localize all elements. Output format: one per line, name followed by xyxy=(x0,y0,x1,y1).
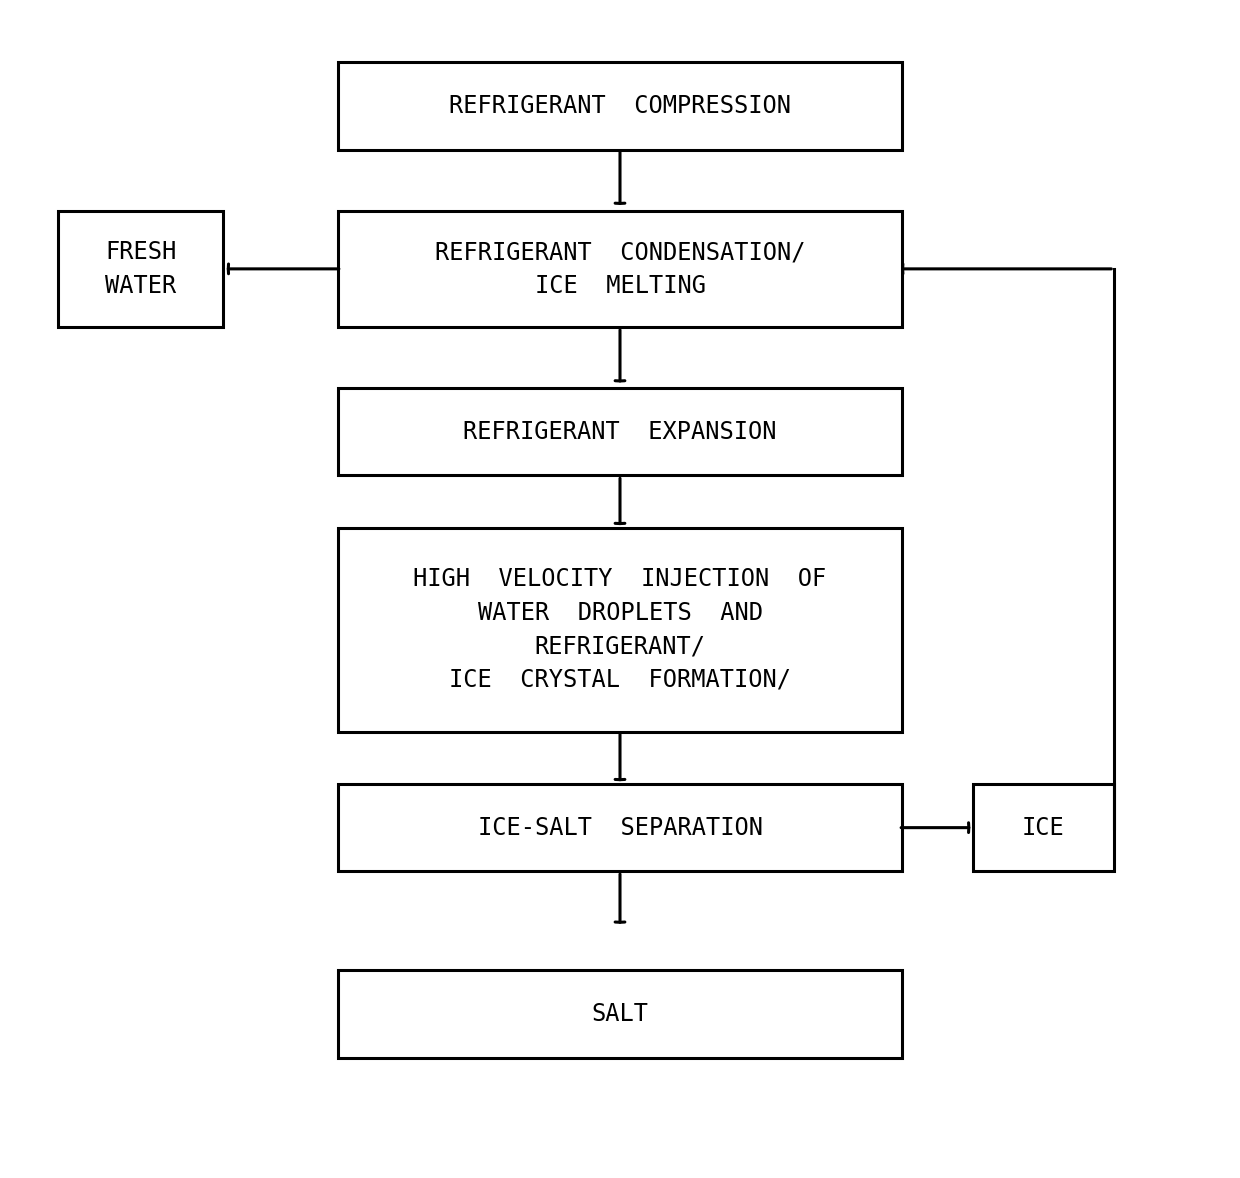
Text: REFRIGERANT  CONDENSATION/
ICE  MELTING: REFRIGERANT CONDENSATION/ ICE MELTING xyxy=(435,240,805,298)
Bar xyxy=(339,389,901,476)
Bar xyxy=(339,528,901,732)
Text: ICE: ICE xyxy=(1022,815,1064,840)
Text: HIGH  VELOCITY  INJECTION  OF
WATER  DROPLETS  AND
REFRIGERANT/
ICE  CRYSTAL  FO: HIGH VELOCITY INJECTION OF WATER DROPLET… xyxy=(413,568,827,691)
Bar xyxy=(972,785,1114,872)
Text: SALT: SALT xyxy=(591,1002,649,1026)
Bar xyxy=(339,971,901,1058)
Bar xyxy=(339,62,901,150)
Bar xyxy=(58,211,223,327)
Text: REFRIGERANT  EXPANSION: REFRIGERANT EXPANSION xyxy=(464,419,776,444)
Bar xyxy=(339,211,901,327)
Bar xyxy=(339,785,901,872)
Text: REFRIGERANT  COMPRESSION: REFRIGERANT COMPRESSION xyxy=(449,94,791,118)
Text: ICE-SALT  SEPARATION: ICE-SALT SEPARATION xyxy=(477,815,763,840)
Text: FRESH
WATER: FRESH WATER xyxy=(105,240,176,298)
